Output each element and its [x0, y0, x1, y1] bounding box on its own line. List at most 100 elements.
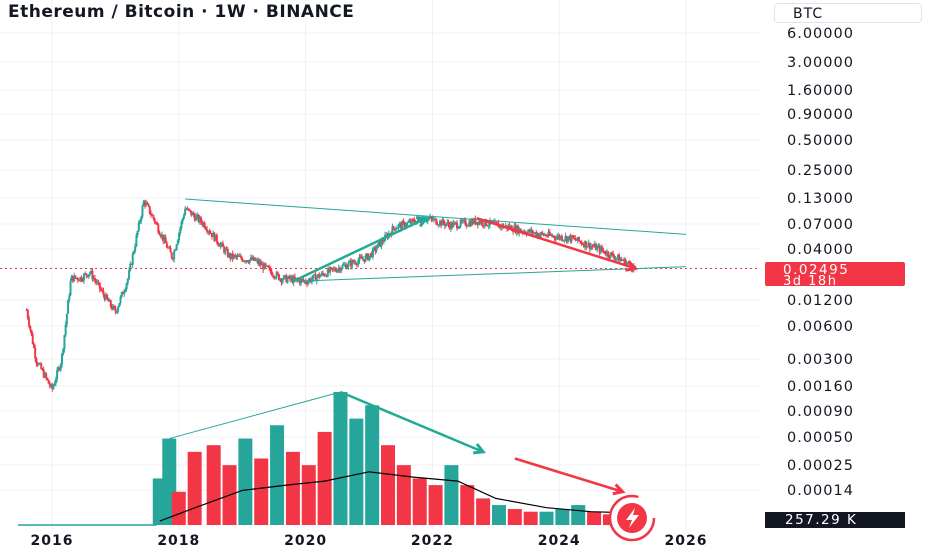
candle-body — [162, 234, 165, 242]
candle-body — [542, 233, 545, 236]
candle-body — [182, 215, 185, 219]
candle-body — [240, 255, 243, 259]
candle-body — [196, 215, 199, 217]
downtrend-arrow — [476, 217, 636, 270]
candle-body — [601, 247, 604, 251]
candle-body — [570, 235, 573, 242]
candle-body — [101, 290, 104, 292]
candle-body — [134, 246, 137, 252]
candle-body — [442, 219, 445, 224]
candle-body — [52, 385, 55, 389]
candle-body — [53, 383, 56, 386]
candle-body — [585, 241, 588, 248]
candle-body — [329, 267, 332, 272]
candle-body — [246, 260, 249, 262]
candle-body — [35, 358, 38, 364]
candle-body — [346, 266, 349, 269]
candle-body — [115, 311, 118, 313]
candle-body — [76, 278, 79, 281]
candle-body — [563, 239, 566, 241]
y-tick-label: 0.01200 — [787, 293, 854, 309]
candle-body — [475, 221, 478, 225]
candle-body — [314, 274, 317, 282]
candle-body — [579, 240, 582, 242]
bar-countdown: 3d 18h — [783, 274, 838, 289]
currency-selector[interactable]: BTC — [774, 3, 922, 23]
candle-body — [113, 306, 116, 309]
candle-body — [540, 232, 543, 235]
candle-body — [160, 234, 163, 237]
candle-body — [605, 251, 608, 255]
candle-body — [204, 227, 207, 230]
candle-body — [154, 222, 157, 224]
y-tick-label: 0.00160 — [787, 379, 854, 395]
y-tick-label: 0.90000 — [787, 107, 854, 123]
candle-body — [454, 222, 457, 224]
candle-body — [119, 296, 122, 304]
volume-bar — [171, 491, 186, 525]
candle-body — [456, 222, 459, 229]
candle-body — [189, 209, 192, 211]
candle-body — [621, 260, 624, 262]
candle-body — [623, 258, 626, 262]
y-tick-label: 3.00000 — [787, 55, 854, 71]
candle-body — [624, 258, 627, 266]
candle-body — [124, 289, 127, 292]
candle-body — [262, 263, 265, 270]
tradingview-logo-icon[interactable] — [608, 494, 656, 542]
candle-body — [73, 275, 76, 282]
candle-body — [429, 216, 432, 219]
candle-body — [358, 256, 361, 261]
candle-body — [41, 369, 44, 371]
candle-body — [209, 232, 212, 234]
candle-body — [457, 227, 460, 229]
candle-body — [30, 329, 33, 335]
candle-body — [217, 242, 220, 245]
y-tick-label: 0.25000 — [787, 163, 854, 179]
candle-body — [97, 282, 100, 284]
candle-body — [95, 280, 98, 283]
candle-body — [451, 222, 454, 228]
candle-body — [98, 282, 101, 289]
candle-body — [377, 241, 380, 244]
candle-body — [86, 275, 89, 277]
candle-body — [145, 202, 148, 206]
candle-body — [107, 298, 110, 302]
candle-body — [318, 274, 321, 278]
candle-body — [243, 260, 246, 262]
candle-body — [379, 241, 382, 247]
candle-body — [108, 300, 111, 302]
symbol-title[interactable]: Ethereum / Bitcoin · 1W · BINANCE — [8, 2, 355, 22]
candle-body — [228, 253, 231, 257]
volume-bar — [365, 405, 380, 525]
candle-body — [312, 275, 315, 279]
candle-body — [587, 242, 590, 247]
candle-body — [104, 294, 107, 300]
candle-body — [556, 236, 559, 240]
volume-bar — [476, 498, 491, 525]
candle-body — [270, 271, 273, 276]
candle-body — [235, 255, 238, 258]
candle-body — [616, 254, 619, 258]
candle-body — [557, 235, 560, 237]
candle-body — [242, 260, 245, 262]
candle-body — [527, 229, 530, 232]
candle-body — [181, 218, 184, 222]
y-tick-label: 0.13000 — [787, 191, 854, 207]
candle-body — [43, 373, 46, 378]
candle-body — [25, 310, 28, 312]
candle-body — [512, 231, 515, 233]
candle-body — [326, 268, 329, 277]
candle-body — [516, 225, 519, 234]
volume-bar — [555, 509, 570, 525]
candle-body — [321, 272, 324, 274]
candle-body — [258, 261, 261, 265]
candle-body — [408, 220, 411, 223]
candle-body — [574, 237, 577, 240]
candle-body — [391, 226, 394, 235]
candle-body — [495, 221, 498, 223]
candle-body — [249, 257, 252, 260]
candle-body — [599, 247, 602, 253]
y-tick-label: 6.00000 — [787, 26, 854, 42]
